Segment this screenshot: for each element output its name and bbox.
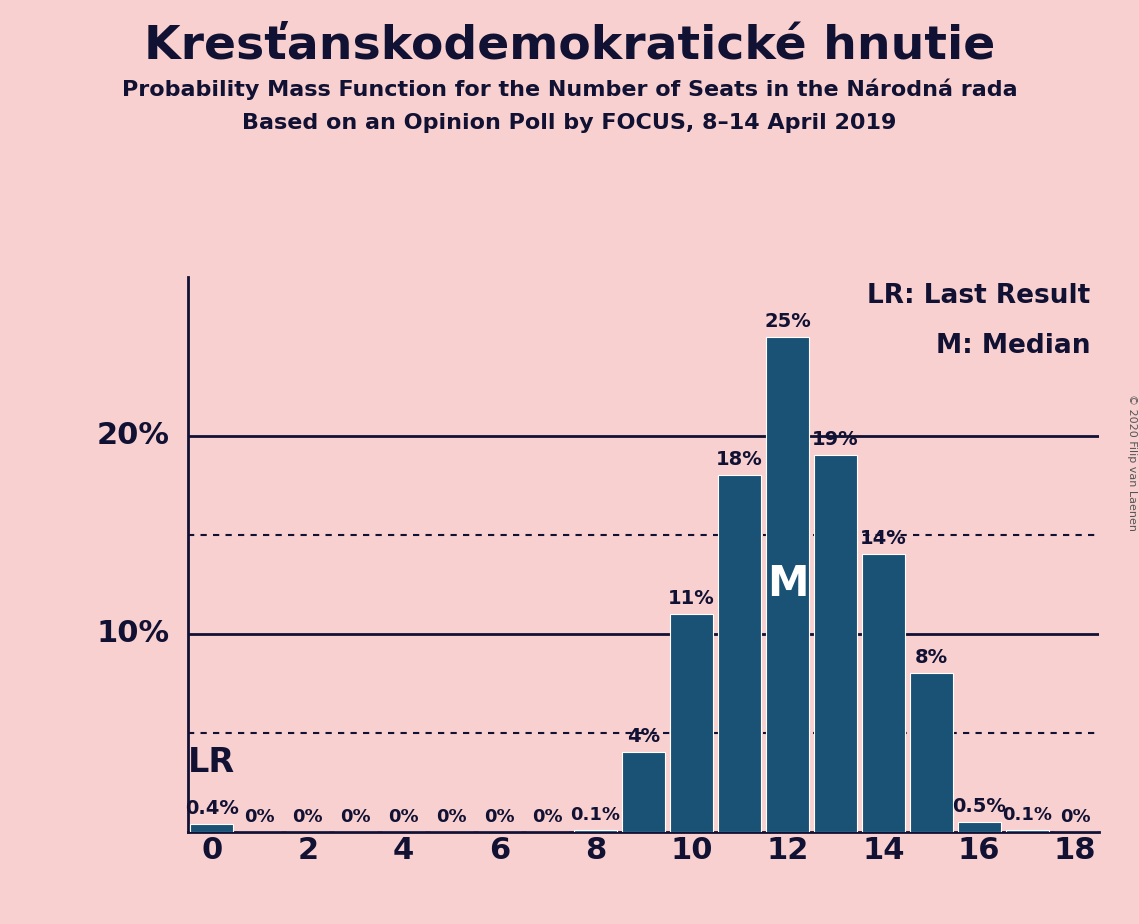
Text: M: Median: M: Median	[935, 333, 1090, 359]
Text: LR: LR	[188, 747, 235, 780]
Text: 0%: 0%	[245, 808, 276, 826]
Text: Based on an Opinion Poll by FOCUS, 8–14 April 2019: Based on an Opinion Poll by FOCUS, 8–14 …	[243, 113, 896, 133]
Bar	[190, 823, 233, 832]
Bar	[910, 674, 953, 832]
Text: M: M	[767, 563, 809, 605]
Text: 0%: 0%	[293, 808, 323, 826]
Text: Kresťanskodemokratické hnutie: Kresťanskodemokratické hnutie	[144, 23, 995, 68]
Text: 0.5%: 0.5%	[952, 796, 1006, 816]
Text: 0.4%: 0.4%	[185, 798, 239, 818]
Text: 25%: 25%	[764, 311, 811, 331]
Bar	[622, 752, 665, 832]
Text: 10%: 10%	[97, 619, 170, 648]
Text: 0.1%: 0.1%	[1002, 806, 1052, 823]
Bar	[862, 554, 904, 832]
Text: 0%: 0%	[436, 808, 467, 826]
Text: 20%: 20%	[97, 421, 170, 450]
Bar	[1006, 830, 1049, 832]
Text: 8%: 8%	[915, 649, 948, 667]
Bar	[574, 830, 617, 832]
Text: 4%: 4%	[626, 727, 661, 747]
Text: 0.1%: 0.1%	[571, 806, 621, 823]
Text: 0%: 0%	[532, 808, 563, 826]
Text: 0%: 0%	[388, 808, 419, 826]
Text: 19%: 19%	[812, 431, 859, 449]
Bar	[813, 456, 857, 832]
Text: 11%: 11%	[669, 589, 715, 608]
Bar	[958, 821, 1001, 832]
Text: © 2020 Filip van Laenen: © 2020 Filip van Laenen	[1126, 394, 1137, 530]
Bar	[718, 475, 761, 832]
Text: 14%: 14%	[860, 529, 907, 549]
Text: 0%: 0%	[1060, 808, 1090, 826]
Bar	[670, 614, 713, 832]
Text: 0%: 0%	[484, 808, 515, 826]
Text: 18%: 18%	[716, 450, 763, 469]
Bar	[765, 336, 809, 832]
Text: LR: Last Result: LR: Last Result	[867, 283, 1090, 309]
Text: 0%: 0%	[341, 808, 371, 826]
Text: Probability Mass Function for the Number of Seats in the Národná rada: Probability Mass Function for the Number…	[122, 79, 1017, 100]
